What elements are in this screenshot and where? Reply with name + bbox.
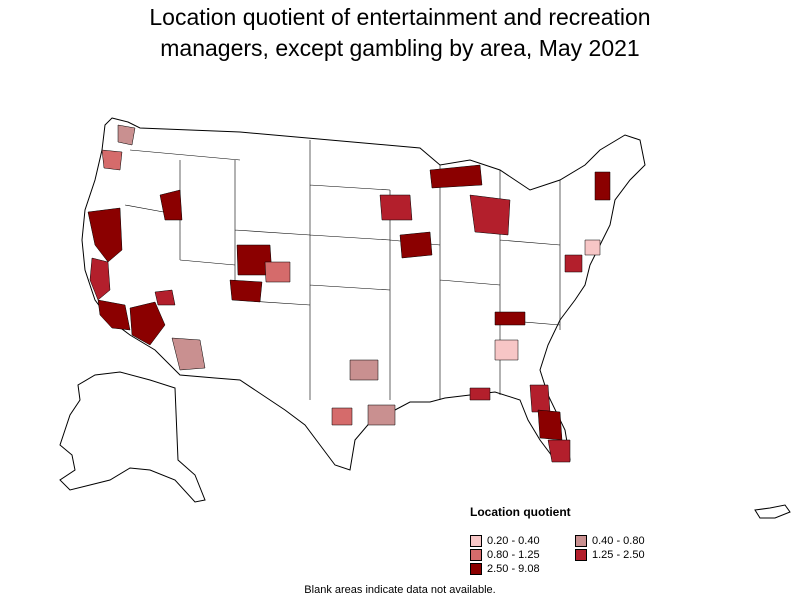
area-fl-south xyxy=(547,439,571,463)
area-co-east xyxy=(264,261,291,283)
legend-swatch xyxy=(470,563,482,575)
footnote: Blank areas indicate data not available. xyxy=(304,584,496,596)
area-fl-central xyxy=(537,409,563,441)
area-wi xyxy=(399,231,433,259)
legend: Location quotient 0.20 - 0.40 0.40 - 0.8… xyxy=(470,505,670,575)
area-mi-lower xyxy=(469,194,511,236)
legend-title: Location quotient xyxy=(470,505,571,519)
legend-label: 0.40 - 0.80 xyxy=(592,535,645,547)
area-tx-austin xyxy=(331,407,353,426)
area-ca-central xyxy=(89,257,111,301)
area-nv-reno xyxy=(159,189,183,221)
title-line-1: Location quotient of entertainment and r… xyxy=(149,4,651,30)
legend-label: 2.50 - 9.08 xyxy=(487,563,540,575)
area-mn xyxy=(379,194,413,221)
area-az-phoenix xyxy=(129,301,166,346)
legend-label: 0.20 - 0.40 xyxy=(487,535,540,547)
area-az-tucson xyxy=(171,337,206,371)
legend-swatch xyxy=(470,535,482,547)
map-title: Location quotient of entertainment and r… xyxy=(0,2,800,64)
title-line-2: managers, except gambling by area, May 2… xyxy=(160,35,640,61)
area-vt xyxy=(594,171,611,201)
area-tn xyxy=(494,311,526,326)
legend-item: 0.20 - 0.40 xyxy=(470,535,540,547)
legend-item: 2.50 - 9.08 xyxy=(470,563,540,575)
area-or-portland xyxy=(101,149,123,171)
legend-item: 1.25 - 2.50 xyxy=(575,549,645,561)
legend-swatch xyxy=(575,535,587,547)
us-states xyxy=(59,117,791,519)
legend-label: 0.80 - 1.25 xyxy=(487,549,540,561)
area-gulf xyxy=(469,387,491,401)
area-mi-north xyxy=(429,164,483,189)
area-co-south xyxy=(229,279,263,303)
alaska-outline xyxy=(59,371,206,503)
area-nv-lv xyxy=(154,289,176,306)
area-wa-seattle xyxy=(117,124,136,146)
area-ca-south xyxy=(97,299,131,331)
area-tx-central xyxy=(349,359,379,381)
legend-swatch xyxy=(470,549,482,561)
legend-item: 0.40 - 0.80 xyxy=(575,535,645,547)
highlighted-areas xyxy=(87,124,611,463)
legend-label: 1.25 - 2.50 xyxy=(592,549,645,561)
hawaii-outline xyxy=(754,504,791,519)
legend-item: 0.80 - 1.25 xyxy=(470,549,540,561)
area-ny-pa xyxy=(584,239,601,256)
area-ga xyxy=(494,339,519,361)
area-tx-houston xyxy=(367,404,396,426)
legend-swatch xyxy=(575,549,587,561)
area-fl-north xyxy=(529,384,551,413)
area-ca-north xyxy=(87,207,123,263)
area-dc xyxy=(564,254,583,273)
